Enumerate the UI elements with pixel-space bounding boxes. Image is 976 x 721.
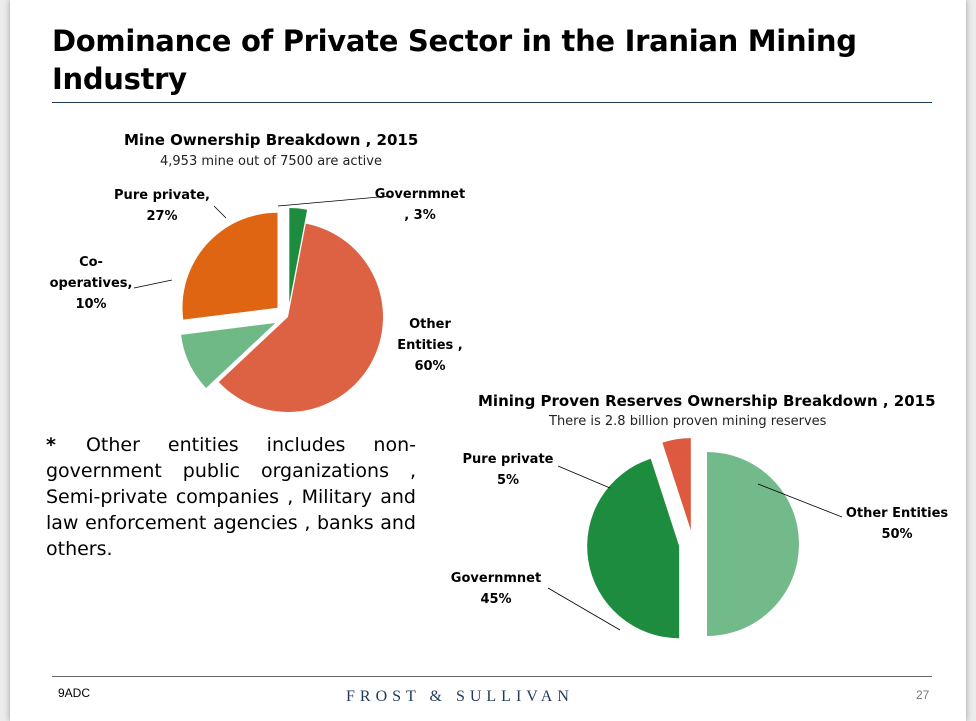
footnote-marker: * — [46, 434, 56, 456]
footnote: * Other entities includes non-government … — [46, 432, 416, 562]
chart1-slice-pure-private — [182, 212, 278, 320]
chart2-label-other-entities: Other Entities 50% — [846, 506, 949, 542]
chart2-label-governmnet: Governmnet 45% — [451, 571, 541, 607]
chart1-subtitle: 4,953 mine out of 7500 are active — [160, 154, 382, 169]
page-number: 27 — [916, 688, 930, 702]
chart2-leader-other-entities — [757, 483, 843, 518]
chart1-slice-other-entities — [218, 223, 384, 413]
chart1-slice-governmnet — [289, 208, 308, 304]
footnote-text: Other entities includes non-government p… — [46, 434, 416, 560]
chart1-leader-governmnet — [277, 195, 391, 207]
chart2-slice-governmnet — [587, 458, 680, 639]
title-divider — [52, 102, 932, 103]
chart2-slice-other-entities — [707, 452, 799, 636]
footer-divider — [52, 676, 932, 677]
chart1-title: Mine Ownership Breakdown , 2015 — [124, 131, 419, 149]
chart2-slice-pure-private — [662, 438, 691, 531]
chart2-pie: Other Entities 50% Governmnet 45% Pure priva… — [451, 438, 949, 639]
chart1-label-co-operatives: Co-operatives, 10% — [50, 255, 133, 312]
chart1-label-other-entities: Other Entities , 60% — [397, 317, 463, 374]
chart1-pie: Governmnet, 3% Other Entities , 60% Co-opera… — [50, 187, 465, 413]
charts-canvas: Governmnet, 3% Other Entities , 60% Co-opera… — [50, 187, 949, 639]
chart2-leader-governmnet — [547, 587, 621, 631]
chart2-subtitle: There is 2.8 billion proven mining reser… — [549, 414, 827, 429]
footer-brand: FROST & SULLIVAN — [346, 688, 574, 705]
chart2-label-pure-private: Pure private 5% — [463, 452, 554, 488]
chart1-leader-co-operatives — [133, 279, 173, 289]
chart1-label-pure-private: Pure private, 27% — [114, 188, 210, 224]
chart2-leader-pure-private — [557, 465, 611, 489]
chart1-slice-co-operatives — [181, 322, 276, 388]
footer-code: 9ADC — [58, 686, 91, 700]
chart1-leader-pure-private — [213, 205, 227, 219]
slide: Dominance of Private Sector in the Irani… — [10, 0, 966, 721]
chart1-label-governmnet: Governmnet, 3% — [375, 187, 465, 223]
slide-title: Dominance of Private Sector in the Irani… — [52, 24, 857, 96]
chart2-title: Mining Proven Reserves Ownership Breakdo… — [478, 392, 936, 410]
